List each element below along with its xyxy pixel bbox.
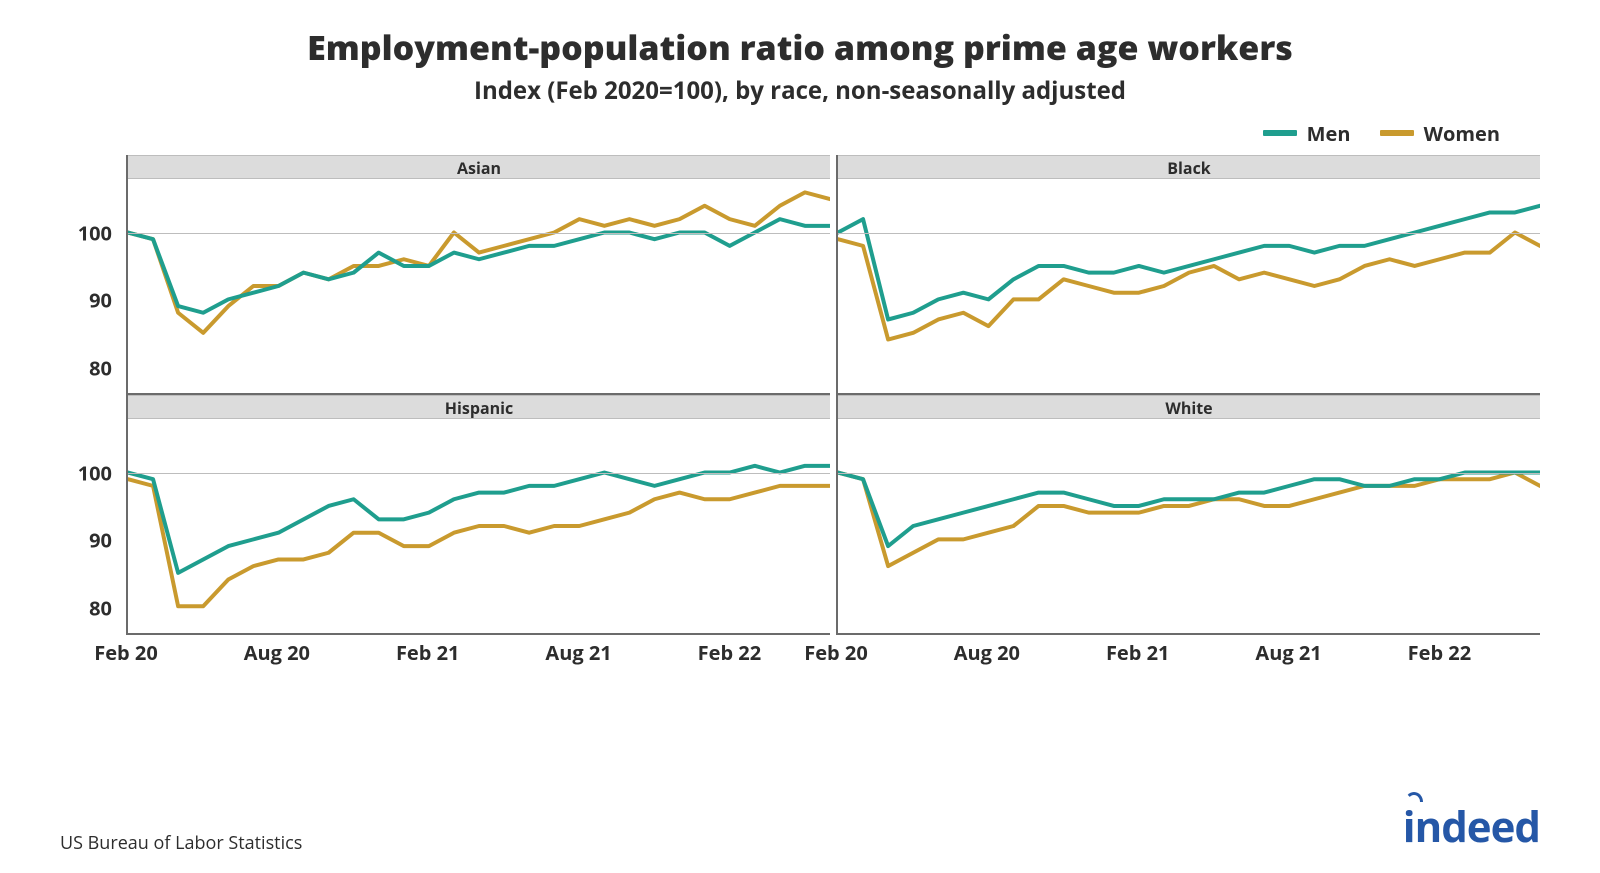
y-axis-row-0: 80 90 100 [60, 155, 120, 395]
indeed-logo: indeed [1403, 792, 1540, 855]
legend-label-women: Women [1424, 120, 1500, 147]
x-axis-right: Feb 20Aug 20Feb 21Aug 21Feb 22 [836, 635, 1540, 675]
gridline-100 [128, 473, 830, 474]
gridline-100 [838, 473, 1540, 474]
legend-swatch-women [1380, 130, 1414, 136]
y-tick-label: 100 [78, 219, 112, 246]
x-tick-label: Feb 21 [396, 639, 460, 666]
panel-white: White [836, 395, 1540, 635]
panel-header: White [838, 395, 1540, 419]
legend-swatch-men [1263, 130, 1297, 136]
y-tick-label: 80 [89, 594, 112, 621]
x-tick-label: Feb 20 [804, 639, 868, 666]
x-tick-label: Aug 20 [954, 639, 1020, 666]
x-tick-label: Aug 21 [1255, 639, 1321, 666]
plot-area [838, 419, 1540, 633]
legend-item-men: Men [1263, 120, 1351, 147]
footer: US Bureau of Labor Statistics indeed [60, 792, 1540, 855]
line-svg [128, 419, 830, 633]
panel-header: Asian [128, 155, 830, 179]
logo-arc-icon [1405, 792, 1423, 802]
y-tick-label: 80 [89, 354, 112, 381]
legend-label-men: Men [1307, 120, 1351, 147]
chart-title: Employment-population ratio among prime … [60, 24, 1540, 70]
legend: Men Women [60, 115, 1540, 147]
panel-hispanic: Hispanic [126, 395, 830, 635]
x-tick-label: Feb 21 [1106, 639, 1170, 666]
logo-text: indeed [1403, 798, 1540, 855]
x-tick-label: Feb 20 [94, 639, 158, 666]
plot-area [128, 419, 830, 633]
x-axis-left: Feb 20Aug 20Feb 21Aug 21Feb 22 [126, 635, 830, 675]
panel-black: Black [836, 155, 1540, 395]
panel-header: Hispanic [128, 395, 830, 419]
chart-subtitle: Index (Feb 2020=100), by race, non-seaso… [60, 74, 1540, 107]
line-svg [838, 179, 1540, 393]
x-tick-label: Feb 22 [1408, 639, 1472, 666]
chart-page: Employment-population ratio among prime … [0, 0, 1600, 873]
gridline-100 [128, 233, 830, 234]
x-tick-label: Feb 22 [698, 639, 762, 666]
panel-header: Black [838, 155, 1540, 179]
y-tick-label: 90 [89, 287, 112, 314]
source-text: US Bureau of Labor Statistics [60, 831, 302, 855]
legend-item-women: Women [1380, 120, 1500, 147]
plot-area [128, 179, 830, 393]
panel-asian: Asian [126, 155, 830, 395]
panel-grid: 80 90 100 Asian Black 80 90 100 Hispanic Whi… [60, 155, 1540, 675]
x-tick-label: Aug 20 [244, 639, 310, 666]
line-svg [838, 419, 1540, 633]
y-tick-label: 90 [89, 527, 112, 554]
x-tick-label: Aug 21 [545, 639, 611, 666]
gridline-100 [838, 233, 1540, 234]
y-tick-label: 100 [78, 459, 112, 486]
y-axis-row-1: 80 90 100 [60, 395, 120, 635]
line-svg [128, 179, 830, 393]
plot-area [838, 179, 1540, 393]
